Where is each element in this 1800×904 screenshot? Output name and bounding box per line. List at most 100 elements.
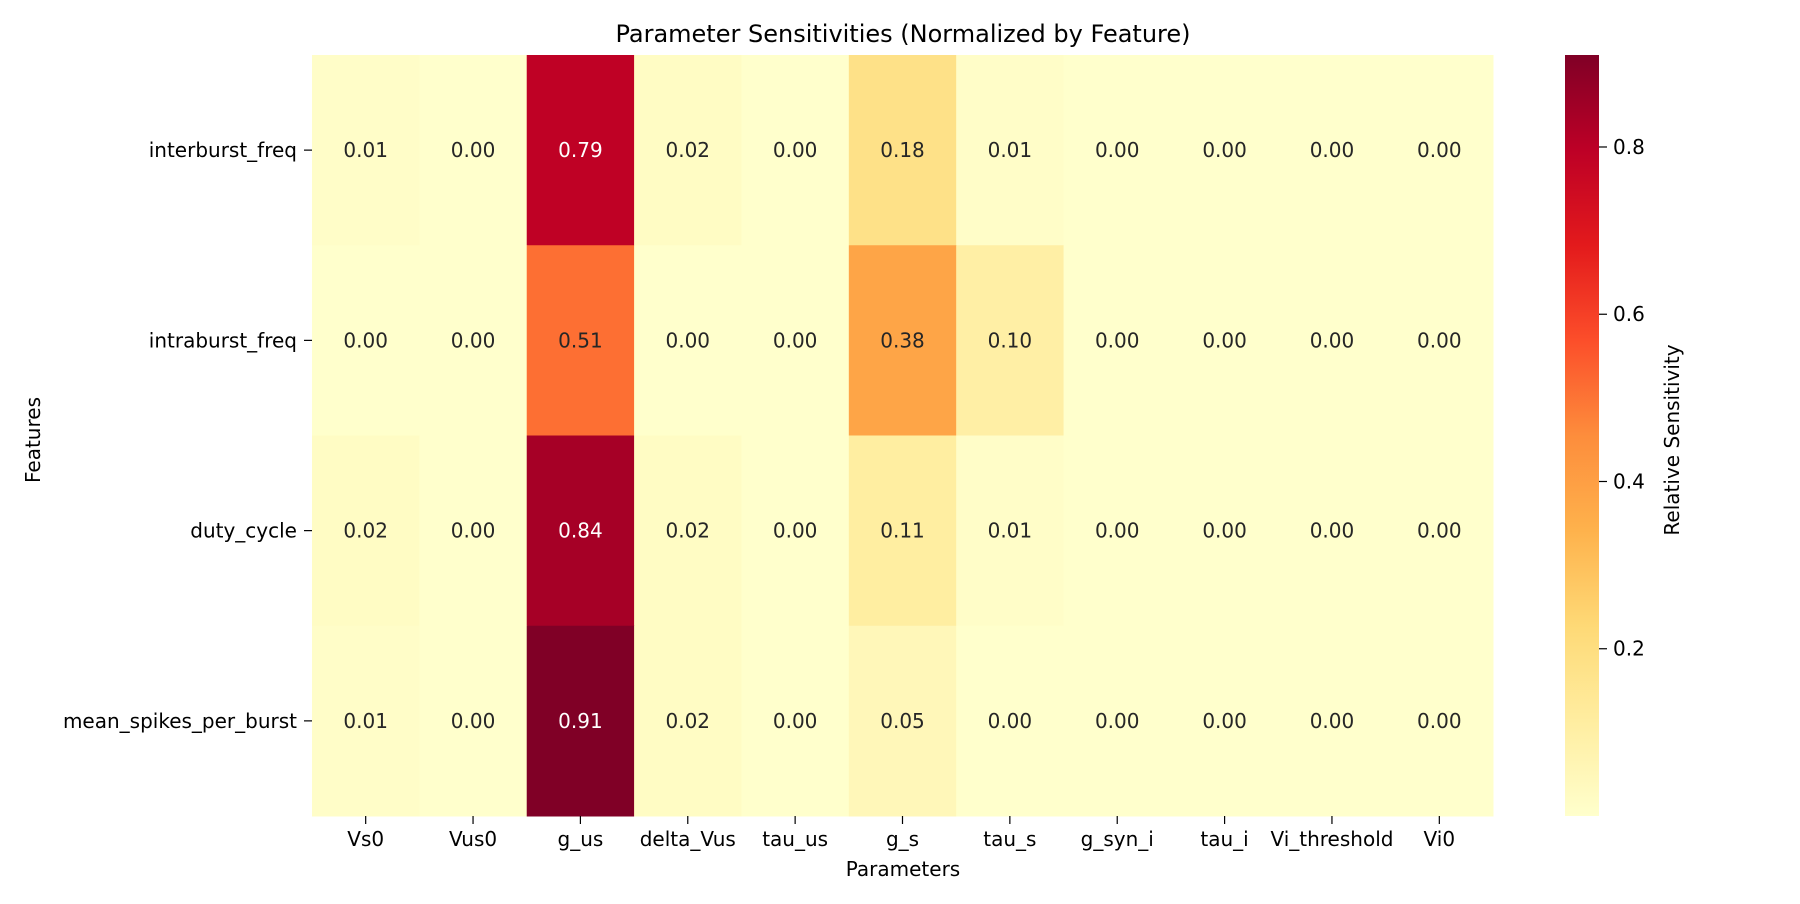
- y-tick-label: duty_cycle: [190, 519, 297, 543]
- chart-title: Parameter Sensitivities (Normalized by F…: [615, 20, 1190, 48]
- cell-annotations: 0.01 0.00 0.79 0.02 0.00 0.18 0.01 0.00 0.00 0.00…: [343, 138, 1461, 733]
- cell-value-label: 0.02: [343, 519, 388, 543]
- cell-value-label: 0.01: [988, 519, 1033, 543]
- cell-value-label: 0.00: [1095, 138, 1140, 162]
- cell-value-label: 0.00: [1202, 138, 1247, 162]
- cell-value-label: 0.11: [880, 519, 925, 543]
- x-tick-label: tau_us: [762, 827, 828, 851]
- cell-value-label: 0.00: [773, 519, 818, 543]
- heatmap-cell-duty_cycle-Vi0: [1385, 435, 1494, 627]
- heatmap-cell-intraburst_freq-Vs0: [312, 245, 420, 436]
- heatmap-cell-duty_cycle-Vs0: [312, 435, 420, 627]
- y-axis-label: Features: [21, 397, 45, 483]
- heatmap-cell-interburst_freq-Vi_threshold: [1278, 55, 1387, 246]
- y-axis: interburst_freq intraburst_freq duty_cycle…: [63, 138, 312, 733]
- heatmap-cell-intraburst_freq-Vi0: [1385, 245, 1494, 436]
- x-tick-label: Vs0: [347, 827, 384, 851]
- heatmap-cell-interburst_freq-tau_s: [956, 55, 1065, 246]
- cell-value-label: 0.00: [1417, 328, 1462, 352]
- cell-value-label: 0.00: [1095, 709, 1140, 733]
- cell-value-label: 0.79: [558, 138, 603, 162]
- heatmap-cell-intraburst_freq-Vi_threshold: [1278, 245, 1387, 436]
- heatmap-cell-mean_spikes_per_burst-tau_s: [956, 625, 1065, 817]
- heatmap-cell-intraburst_freq-tau_i: [1170, 245, 1279, 436]
- x-tick-label: Vus0: [449, 827, 497, 851]
- cell-value-label: 0.91: [558, 709, 603, 733]
- cell-value-label: 0.01: [988, 138, 1033, 162]
- cell-value-label: 0.00: [343, 328, 388, 352]
- cell-value-label: 0.00: [1095, 328, 1140, 352]
- cell-value-label: 0.00: [1417, 709, 1462, 733]
- colorbar: 0.2 0.4 0.6 0.8: [1565, 55, 1645, 816]
- cell-value-label: 0.00: [1417, 138, 1462, 162]
- y-tick-label: interburst_freq: [149, 138, 297, 162]
- cell-value-label: 0.00: [1310, 709, 1355, 733]
- cell-value-label: 0.00: [773, 138, 818, 162]
- x-axis: Vs0 Vus0 g_us delta_Vus tau_us g_s tau_s g_syn_…: [347, 816, 1455, 851]
- cell-value-label: 0.00: [1310, 138, 1355, 162]
- heatmap-cell-mean_spikes_per_burst-g_s: [848, 625, 957, 817]
- heatmap-cell-duty_cycle-tau_i: [1170, 435, 1279, 627]
- heatmap-cell-mean_spikes_per_burst-tau_i: [1170, 625, 1279, 817]
- heatmap-cell-mean_spikes_per_burst-g_us: [526, 625, 635, 817]
- cell-value-label: 0.38: [880, 328, 925, 352]
- x-tick-label: delta_Vus: [640, 827, 736, 851]
- cell-value-label: 0.02: [666, 519, 711, 543]
- cell-value-label: 0.00: [1310, 519, 1355, 543]
- heatmap-cell-interburst_freq-g_syn_i: [1063, 55, 1172, 246]
- heatmap-cell-interburst_freq-Vus0: [419, 55, 528, 246]
- heatmap-cell-intraburst_freq-Vus0: [419, 245, 528, 436]
- cell-value-label: 0.00: [451, 328, 496, 352]
- cell-value-label: 0.00: [666, 328, 711, 352]
- cell-value-label: 0.00: [451, 138, 496, 162]
- colorbar-gradient: [1565, 55, 1599, 816]
- heatmap-cell-mean_spikes_per_burst-Vs0: [312, 625, 420, 817]
- heatmap-cell-duty_cycle-tau_us: [741, 435, 850, 627]
- cell-value-label: 0.10: [988, 328, 1033, 352]
- colorbar-tick-label: 0.2: [1613, 637, 1645, 661]
- heatmap-cell-mean_spikes_per_burst-delta_Vus: [634, 625, 742, 817]
- y-tick-label: mean_spikes_per_burst: [63, 709, 297, 733]
- heatmap-cells: [312, 55, 1494, 817]
- x-tick-label: g_syn_i: [1081, 827, 1154, 851]
- heatmap-cell-mean_spikes_per_burst-Vus0: [419, 625, 528, 817]
- cell-value-label: 0.02: [666, 709, 711, 733]
- heatmap-cell-mean_spikes_per_burst-Vi0: [1385, 625, 1494, 817]
- cell-value-label: 0.05: [880, 709, 925, 733]
- cell-value-label: 0.00: [1095, 519, 1140, 543]
- heatmap-cell-intraburst_freq-g_syn_i: [1063, 245, 1172, 436]
- heatmap-cell-intraburst_freq-tau_us: [741, 245, 850, 436]
- x-tick-label: Vi0: [1424, 827, 1456, 851]
- heatmap-cell-intraburst_freq-delta_Vus: [634, 245, 742, 436]
- x-tick-label: tau_i: [1200, 827, 1248, 851]
- cell-value-label: 0.00: [1202, 709, 1247, 733]
- x-tick-label: Vi_threshold: [1270, 827, 1393, 851]
- cell-value-label: 0.01: [343, 138, 388, 162]
- heatmap-cell-mean_spikes_per_burst-g_syn_i: [1063, 625, 1172, 817]
- heatmap-cell-intraburst_freq-tau_s: [956, 245, 1065, 436]
- cell-value-label: 0.00: [773, 328, 818, 352]
- y-tick-label: intraburst_freq: [149, 328, 297, 352]
- x-tick-label: g_s: [886, 827, 919, 851]
- heatmap-cell-interburst_freq-tau_us: [741, 55, 850, 246]
- x-tick-label: tau_s: [983, 827, 1036, 851]
- colorbar-tick-label: 0.4: [1613, 469, 1645, 493]
- cell-value-label: 0.02: [666, 138, 711, 162]
- heatmap-cell-intraburst_freq-g_us: [526, 245, 635, 436]
- heatmap-cell-interburst_freq-delta_Vus: [634, 55, 742, 246]
- cell-value-label: 0.84: [558, 519, 603, 543]
- cell-value-label: 0.00: [1202, 328, 1247, 352]
- heatmap-cell-duty_cycle-g_syn_i: [1063, 435, 1172, 627]
- heatmap-cell-duty_cycle-Vi_threshold: [1278, 435, 1387, 627]
- heatmap-cell-interburst_freq-Vi0: [1385, 55, 1494, 246]
- cell-value-label: 0.00: [1202, 519, 1247, 543]
- cell-value-label: 0.01: [343, 709, 388, 733]
- x-tick-label: g_us: [558, 827, 604, 851]
- cell-value-label: 0.00: [773, 709, 818, 733]
- colorbar-tick-label: 0.6: [1613, 302, 1645, 326]
- heatmap-cell-duty_cycle-delta_Vus: [634, 435, 742, 627]
- heatmap-cell-interburst_freq-g_s: [848, 55, 957, 246]
- heatmap-cell-duty_cycle-Vus0: [419, 435, 528, 627]
